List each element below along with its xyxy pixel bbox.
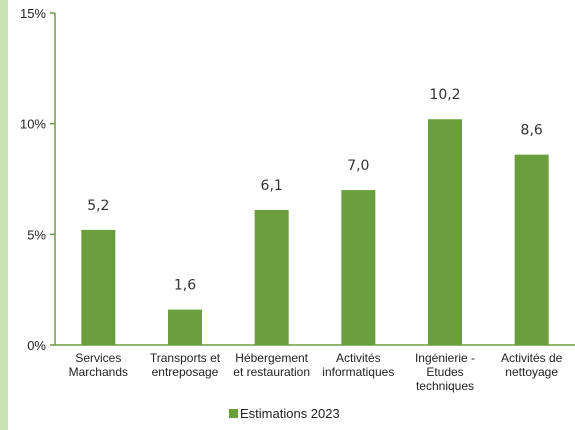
- x-category-label-line: nettoyage: [505, 365, 558, 379]
- y-tick-label: 10%: [20, 117, 46, 132]
- x-category-label-line: et restauration: [233, 365, 310, 379]
- x-category-label: Activités de nettoyage: [501, 351, 563, 379]
- data-label: 6,1: [261, 178, 283, 194]
- data-label: 1,6: [174, 278, 196, 294]
- legend-swatch: [229, 409, 238, 418]
- x-category-label-line: entreposage: [152, 365, 219, 379]
- x-category-label: Ingénierie -Etudes techniques: [415, 351, 475, 393]
- x-category-label-line: informatiques: [322, 365, 394, 379]
- bar: [514, 154, 549, 345]
- bar: [428, 119, 462, 346]
- left-accent-stripe: [0, 0, 8, 430]
- x-category-label: Hébergement et restauration: [233, 351, 310, 379]
- x-category-label-line: Hébergement: [235, 351, 308, 365]
- x-category-label: Services Marchands: [69, 351, 128, 379]
- x-category-label-line: Etudes: [426, 365, 463, 379]
- x-category-label-line: Services: [75, 351, 121, 365]
- x-category-label-line: Activités: [336, 351, 381, 365]
- x-category-label-line: Activités de: [501, 351, 563, 365]
- x-category-label-line: Transports et: [150, 351, 221, 365]
- bar: [81, 229, 116, 345]
- data-label: 10,2: [429, 87, 460, 103]
- bar: [341, 190, 376, 345]
- bar: [254, 209, 289, 345]
- y-tick-label: 5%: [27, 227, 46, 242]
- x-category-label-line: Marchands: [69, 365, 128, 379]
- data-label: 5,2: [87, 198, 109, 214]
- bar: [168, 309, 202, 345]
- y-tick-label: 15%: [20, 6, 46, 21]
- data-label: 8,6: [521, 123, 543, 139]
- x-category-label-line: Ingénierie -: [415, 351, 475, 365]
- legend-label: Estimations 2023: [240, 406, 340, 421]
- x-category-label-line: techniques: [416, 379, 474, 393]
- y-tick-label: 0%: [27, 338, 46, 353]
- data-label: 7,0: [347, 158, 369, 174]
- x-category-label: Transports et entreposage: [150, 351, 221, 379]
- x-category-label: Activités informatiques: [322, 351, 394, 379]
